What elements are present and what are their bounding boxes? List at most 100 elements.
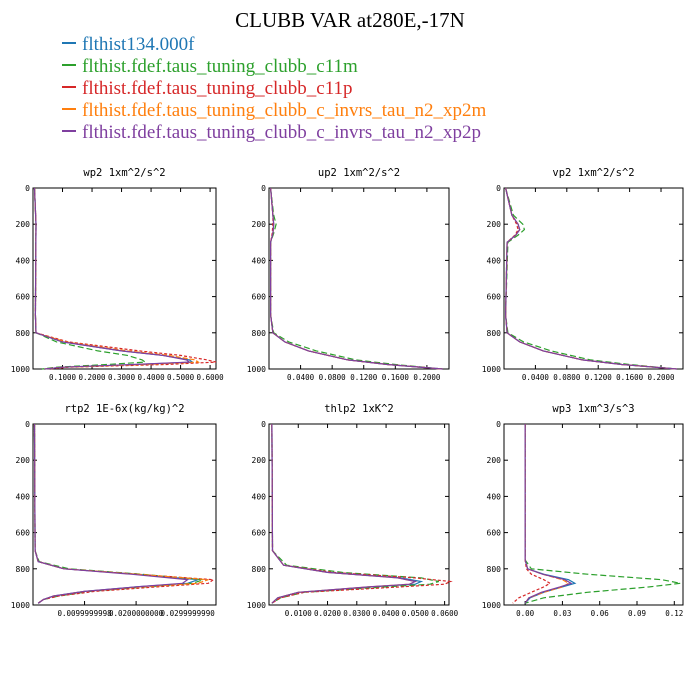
y-tick-label: 1000	[11, 601, 30, 610]
legend-swatch	[62, 108, 76, 111]
series-line	[524, 424, 570, 604]
series-line	[33, 423, 204, 604]
x-tick-label: 0.1200	[350, 373, 378, 382]
series-line	[33, 423, 216, 604]
chart-panel: rtp2 1E-6x(kg/kg)^2 0 200 400 600 800 1000 0.00…	[11, 403, 217, 618]
y-tick-label: 600	[252, 293, 267, 302]
y-tick-label: 200	[487, 220, 502, 229]
y-tick-label: 200	[16, 220, 31, 229]
y-tick-label: 800	[16, 329, 31, 338]
plot-frame	[32, 187, 217, 370]
x-tick-label: 0.0300	[343, 609, 371, 618]
y-tick-label: 800	[252, 329, 267, 338]
legend-label: flthist.fdef.taus_tuning_clubb_c_invrs_t…	[82, 122, 481, 143]
y-tick-label: 800	[487, 565, 502, 574]
legend: flthist134.000f flthist.fdef.taus_tuning…	[62, 34, 486, 144]
panel-title: thlp2 1xK^2	[324, 403, 394, 415]
chart-panel: wp2 1xm^2/s^2 0 200 400 600 800 1000 0.1000 0.20…	[11, 167, 224, 382]
series-line	[504, 187, 677, 370]
series-line	[504, 187, 677, 370]
series-line	[33, 187, 195, 370]
series-line	[504, 187, 677, 370]
chart-panel: thlp2 1xK^2 0 200 400 600 800 1000 0.0100 0.0200…	[247, 403, 459, 618]
x-tick-label: 0.03	[553, 609, 571, 618]
x-tick-label: 0.0299999990	[161, 609, 216, 618]
plot-frame	[268, 187, 450, 370]
legend-swatch	[62, 64, 76, 67]
y-tick-label: 0	[25, 420, 30, 429]
legend-item: flthist.fdef.taus_tuning_clubb_c_invrs_t…	[62, 122, 486, 144]
x-tick-label: 0.2000	[413, 373, 441, 382]
x-tick-label: 0.1000	[49, 373, 77, 382]
y-tick-label: 400	[252, 492, 267, 501]
series-line	[33, 423, 199, 604]
x-tick-label: 0.09	[628, 609, 646, 618]
legend-item: flthist134.000f	[62, 34, 486, 56]
series-line	[524, 424, 573, 604]
legend-label: flthist.fdef.taus_tuning_clubb_c11p	[82, 78, 353, 99]
y-tick-label: 400	[252, 256, 267, 265]
series-line	[270, 187, 443, 370]
series-line	[270, 187, 443, 370]
y-tick-label: 1000	[482, 601, 501, 610]
series-line	[33, 187, 192, 370]
x-tick-label: 0.0600	[431, 609, 459, 618]
series-line	[33, 423, 209, 604]
y-tick-label: 600	[487, 529, 502, 538]
series-line	[271, 423, 439, 604]
legend-swatch	[62, 130, 76, 133]
x-tick-label: 0.5000	[167, 373, 195, 382]
series-line	[504, 187, 677, 370]
series-line	[504, 187, 677, 370]
x-tick-label: 0.6000	[197, 373, 225, 382]
x-tick-label: 0.2000	[78, 373, 106, 382]
y-tick-label: 1000	[11, 365, 30, 374]
series-line	[33, 187, 147, 370]
y-tick-label: 200	[252, 456, 267, 465]
legend-swatch	[62, 42, 76, 45]
y-tick-label: 1000	[482, 365, 501, 374]
x-tick-label: 0.0400	[522, 373, 550, 382]
plot-frame	[503, 187, 684, 370]
y-tick-label: 1000	[247, 601, 266, 610]
x-tick-label: 0.0800	[553, 373, 581, 382]
y-tick-label: 0	[25, 184, 30, 193]
legend-label: flthist134.000f	[82, 34, 195, 55]
panel-title: wp3 1xm^3/s^3	[552, 403, 634, 415]
x-tick-label: 0.12	[665, 609, 683, 618]
legend-item: flthist.fdef.taus_tuning_clubb_c11m	[62, 56, 486, 78]
y-tick-label: 1000	[247, 365, 266, 374]
x-tick-label: 0.1600	[616, 373, 644, 382]
plot-frame	[268, 423, 450, 606]
series-line	[270, 187, 443, 370]
y-tick-label: 0	[261, 420, 266, 429]
y-tick-label: 600	[16, 293, 31, 302]
series-line	[33, 423, 190, 604]
x-tick-label: 0.0099999998	[57, 609, 112, 618]
chart-main-title: CLUBB VAR at280E,-17N	[235, 8, 465, 32]
series-line	[524, 424, 681, 604]
y-tick-label: 600	[16, 529, 31, 538]
series-line	[33, 187, 201, 370]
x-tick-label: 0.0500	[402, 609, 430, 618]
y-tick-label: 600	[252, 529, 267, 538]
x-tick-label: 0.1600	[382, 373, 410, 382]
y-tick-label: 600	[487, 293, 502, 302]
panel-title: rtp2 1E-6x(kg/kg)^2	[64, 403, 184, 415]
chart-panel: wp3 1xm^3/s^3 0 200 400 600 800 1000 0.00 0.03 0.…	[482, 403, 684, 618]
x-tick-label: 0.0200	[314, 609, 342, 618]
y-tick-label: 400	[487, 492, 502, 501]
y-tick-label: 400	[16, 256, 31, 265]
legend-label: flthist.fdef.taus_tuning_clubb_c_invrs_t…	[82, 100, 487, 121]
y-tick-label: 200	[252, 220, 267, 229]
legend-item: flthist.fdef.taus_tuning_clubb_c11p	[62, 78, 486, 100]
legend-label: flthist.fdef.taus_tuning_clubb_c11m	[82, 56, 358, 77]
series-line	[270, 187, 443, 370]
panel-title: up2 1xm^2/s^2	[318, 167, 400, 179]
x-tick-label: 0.0400	[287, 373, 315, 382]
panel-title: vp2 1xm^2/s^2	[552, 167, 634, 179]
y-tick-label: 200	[16, 456, 31, 465]
y-tick-label: 0	[496, 184, 501, 193]
y-tick-label: 200	[487, 456, 502, 465]
